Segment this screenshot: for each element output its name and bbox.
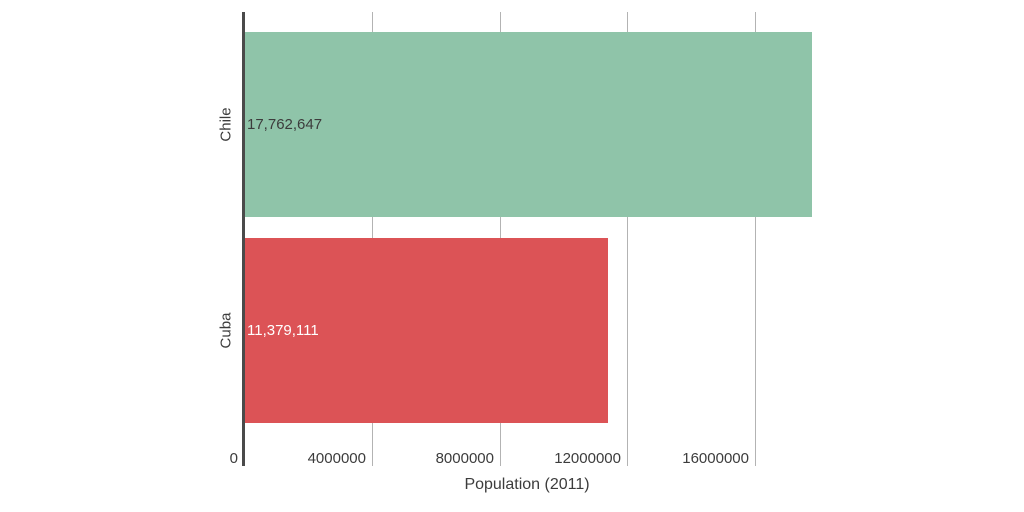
bar-chile — [244, 32, 812, 217]
bar-cuba — [244, 238, 608, 423]
x-axis-title: Population (2011) — [464, 476, 590, 493]
y-axis-line — [242, 12, 245, 466]
category-label: Cuba — [217, 312, 235, 348]
x-tick-label: 12000000 — [554, 450, 621, 467]
gridline — [627, 12, 628, 466]
x-tick-label: 8000000 — [435, 450, 494, 467]
bar-value-label: 11,379,111 — [247, 321, 319, 339]
x-tick-label: 16000000 — [682, 450, 749, 467]
x-tick-label: 0 — [229, 450, 238, 467]
bar-value-label: 17,762,647 — [247, 115, 323, 133]
x-tick-label: 4000000 — [307, 450, 366, 467]
gridline — [755, 12, 756, 466]
category-label: Chile — [217, 106, 235, 142]
